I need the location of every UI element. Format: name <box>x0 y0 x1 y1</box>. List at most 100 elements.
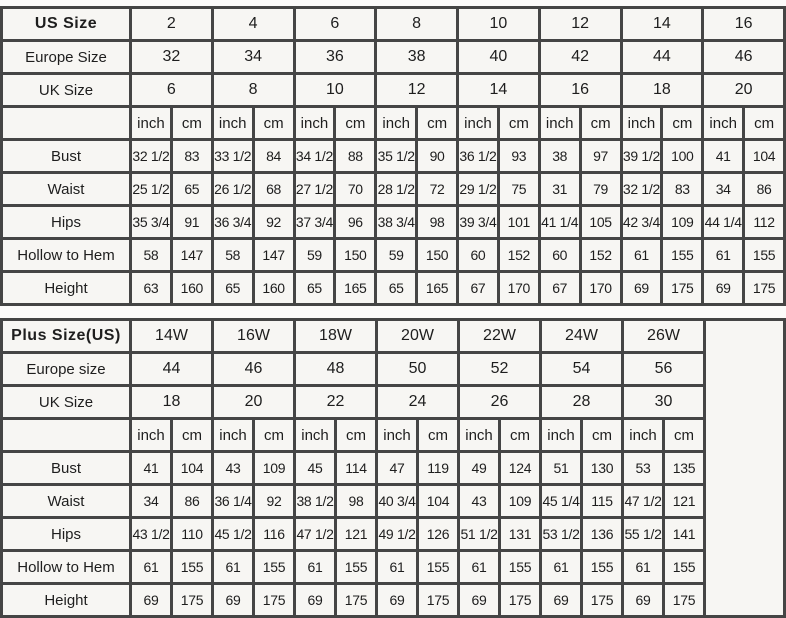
unit-cell: cm <box>415 105 459 141</box>
size-cell: 48 <box>293 351 378 387</box>
value-cell: 100 <box>660 138 705 174</box>
table-row: Waist 25 1/2 65 26 1/2 68 27 1/2 70 28 1/2 72 29 … <box>0 171 786 207</box>
value-cell: 83 <box>169 138 214 174</box>
value-cell: 34 <box>129 483 173 519</box>
value-cell: 61 <box>701 237 746 273</box>
unit-cell: inch <box>701 105 746 141</box>
value-cell: 104 <box>416 483 460 519</box>
value-cell: 49 1/2 <box>375 516 419 552</box>
value-cell: 152 <box>578 237 623 273</box>
value-cell: 43 1/2 <box>129 516 173 552</box>
size-cell: 34 <box>210 39 296 75</box>
value-cell: 98 <box>334 483 378 519</box>
value-cell: 70 <box>333 171 378 207</box>
row-label: US Size <box>0 6 132 42</box>
value-cell: 41 <box>701 138 746 174</box>
unit-cell: cm <box>496 105 541 141</box>
value-cell: 51 1/2 <box>457 516 501 552</box>
table-row: Waist 34 86 36 1/4 92 38 1/2 98 40 3/4 104 43 109 4… <box>0 483 785 519</box>
value-cell: 53 <box>621 450 665 486</box>
value-cell: 45 1/2 <box>211 516 255 552</box>
value-cell: 114 <box>334 450 378 486</box>
value-cell: 69 <box>619 270 664 306</box>
value-cell: 41 1/4 <box>537 204 582 240</box>
row-label: Plus Size(US) <box>0 318 132 354</box>
value-cell: 69 <box>375 582 419 618</box>
size-cell: 26 <box>457 384 542 420</box>
value-cell: 155 <box>742 237 786 273</box>
size-cell: 46 <box>211 351 296 387</box>
value-cell: 69 <box>129 582 173 618</box>
size-cell: 26W <box>621 318 706 354</box>
value-cell: 155 <box>252 549 296 585</box>
row-label: Hips <box>0 204 132 240</box>
size-cell: 38 <box>374 39 459 75</box>
size-cell: 16 <box>701 6 786 42</box>
value-cell: 96 <box>333 204 378 240</box>
table-row: inch cm inch cm inch cm inch cm inch cm inch cm inch… <box>0 417 785 453</box>
value-cell: 69 <box>621 582 665 618</box>
unit-cell: inch <box>292 105 337 141</box>
row-label <box>0 417 132 453</box>
value-cell: 25 1/2 <box>129 171 173 207</box>
value-cell: 124 <box>498 450 542 486</box>
value-cell: 175 <box>334 582 378 618</box>
size-cell: 4 <box>210 6 296 42</box>
value-cell: 61 <box>457 549 501 585</box>
value-cell: 155 <box>334 549 378 585</box>
unit-cell: inch <box>537 105 582 141</box>
table-row: Height 63 160 65 160 65 165 65 165 67 170 67 170 69 17… <box>0 270 786 306</box>
unit-cell: inch <box>457 417 501 453</box>
table-row: UK Size 18 20 22 24 26 28 30 <box>0 384 785 420</box>
size-cell: 42 <box>537 39 623 75</box>
value-cell: 61 <box>129 549 173 585</box>
unit-cell: inch <box>456 105 500 141</box>
unit-cell: cm <box>662 417 706 453</box>
value-cell: 121 <box>662 483 706 519</box>
unit-cell: cm <box>578 105 623 141</box>
value-cell: 136 <box>580 516 624 552</box>
value-cell: 104 <box>170 450 214 486</box>
value-cell: 170 <box>496 270 541 306</box>
value-cell: 92 <box>251 204 296 240</box>
size-cell: 44 <box>619 39 705 75</box>
table-row: Europe Size 32 34 36 38 40 42 44 46 <box>0 39 786 75</box>
value-cell: 27 1/2 <box>292 171 337 207</box>
size-cell: 10 <box>292 72 378 108</box>
value-cell: 69 <box>211 582 255 618</box>
size-cell: 10 <box>456 6 541 42</box>
value-cell: 147 <box>251 237 296 273</box>
value-cell: 88 <box>333 138 378 174</box>
unit-cell: cm <box>252 417 296 453</box>
value-cell: 61 <box>619 237 664 273</box>
size-cell: 18 <box>129 384 214 420</box>
table-row: Hollow to Hem 61 155 61 155 61 155 61 155 61 155 61… <box>0 549 785 585</box>
value-cell: 175 <box>660 270 705 306</box>
unit-cell: inch <box>129 417 173 453</box>
value-cell: 175 <box>170 582 214 618</box>
table-row: UK Size 6 8 10 12 14 16 18 20 <box>0 72 786 108</box>
value-cell: 65 <box>210 270 255 306</box>
value-cell: 65 <box>169 171 214 207</box>
size-cell: 46 <box>701 39 786 75</box>
unit-cell: inch <box>619 105 664 141</box>
value-cell: 91 <box>169 204 214 240</box>
value-cell: 42 3/4 <box>619 204 664 240</box>
unit-cell: cm <box>169 105 214 141</box>
value-cell: 155 <box>170 549 214 585</box>
size-cell: 20W <box>375 318 460 354</box>
row-label: Europe size <box>0 351 132 387</box>
value-cell: 59 <box>374 237 419 273</box>
row-label: Hollow to Hem <box>0 549 132 585</box>
unit-cell: inch <box>293 417 337 453</box>
unit-cell: cm <box>334 417 378 453</box>
size-cell: 22W <box>457 318 542 354</box>
value-cell: 155 <box>498 549 542 585</box>
value-cell: 47 1/2 <box>293 516 337 552</box>
value-cell: 69 <box>457 582 501 618</box>
value-cell: 105 <box>578 204 623 240</box>
size-cell: 30 <box>621 384 706 420</box>
value-cell: 175 <box>580 582 624 618</box>
row-label: Waist <box>0 483 132 519</box>
